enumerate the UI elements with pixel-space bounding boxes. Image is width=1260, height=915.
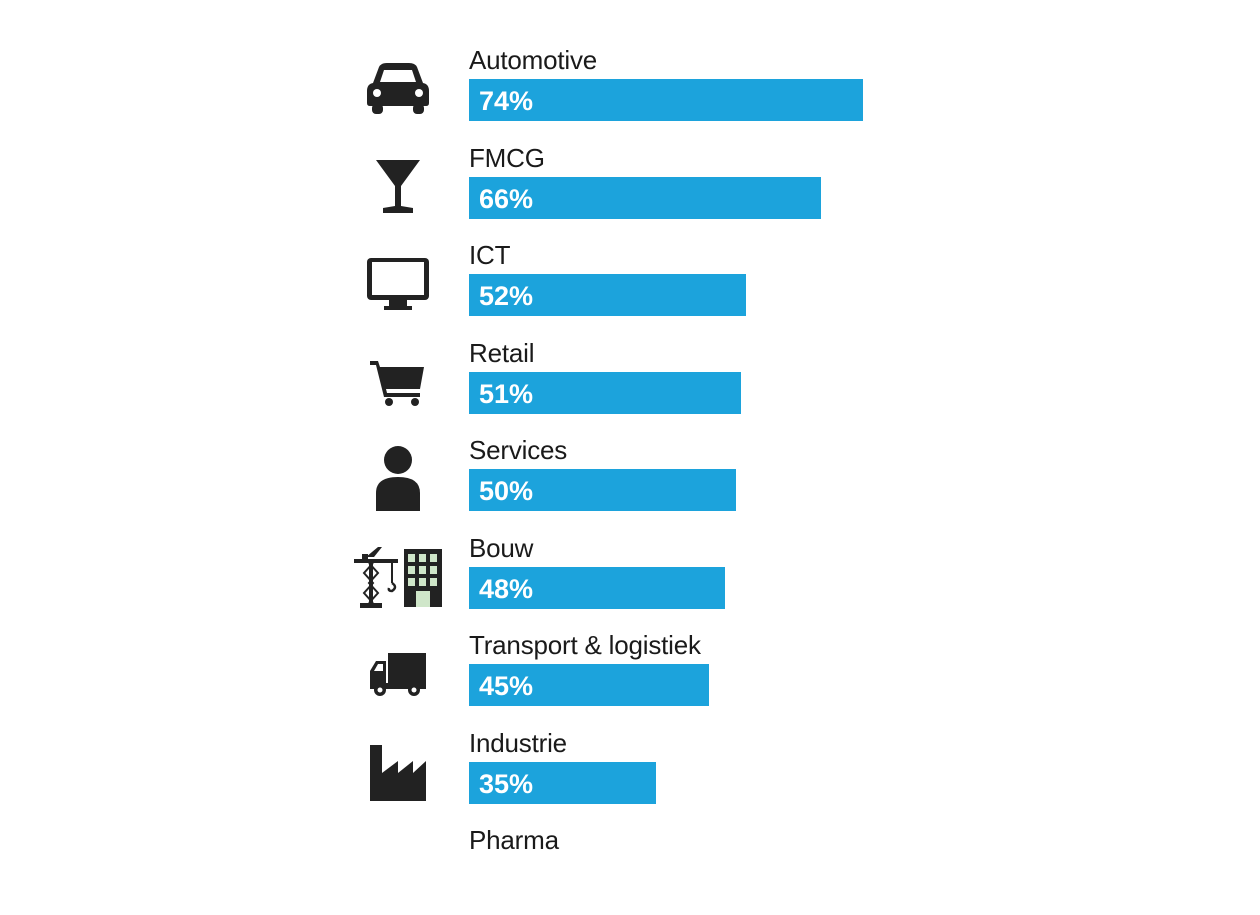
bar [469,274,746,316]
data-label: 52% [479,281,534,311]
bar-row: Transport & logistiek 45% [0,630,1260,720]
bar [469,566,725,609]
category-label: Automotive [469,45,598,75]
data-label: 48% [479,573,534,604]
data-label: 35% [479,768,534,799]
bar-row: Bouw 48% [0,533,1260,623]
bar-row: ICT 52% [0,240,1260,330]
category-label: Bouw [469,532,534,563]
category-label: Retail [469,337,535,368]
person-icon [352,443,444,515]
data-label: 66% [479,183,534,214]
bar-row: Automotive 74% [0,45,1260,135]
data-label: 51% [479,378,534,409]
bar-row: Pharma [0,825,1260,915]
category-label: ICT [469,240,511,270]
category-label: FMCG [469,142,545,173]
bar [469,761,656,804]
bar-row: FMCG 66% [0,143,1260,233]
data-label: 74% [479,86,534,116]
car-icon [352,53,444,125]
truck-icon [352,638,444,710]
category-label: Services [469,435,568,465]
data-label: 45% [479,671,534,701]
bar-chart: Automotive 74% FMCG 66% ICT 52% Retail 51% S… [0,45,1260,855]
bar [469,79,863,121]
factory-icon [352,736,444,808]
category-label: Transport & logistiek [469,630,701,660]
bar-row: Retail 51% [0,338,1260,428]
category-label: Industrie [469,727,567,758]
monitor-icon [352,248,444,320]
bar-row: Industrie 35% [0,728,1260,818]
crane-building-icon [352,541,444,613]
bar-row: Services 50% [0,435,1260,525]
bar [469,371,741,414]
data-label: 50% [479,476,534,506]
bar [469,664,709,706]
bar [469,469,736,511]
cocktail-glass-icon [352,151,444,223]
category-label: Pharma [469,825,559,855]
shopping-cart-icon [352,346,444,418]
bar [469,176,821,219]
